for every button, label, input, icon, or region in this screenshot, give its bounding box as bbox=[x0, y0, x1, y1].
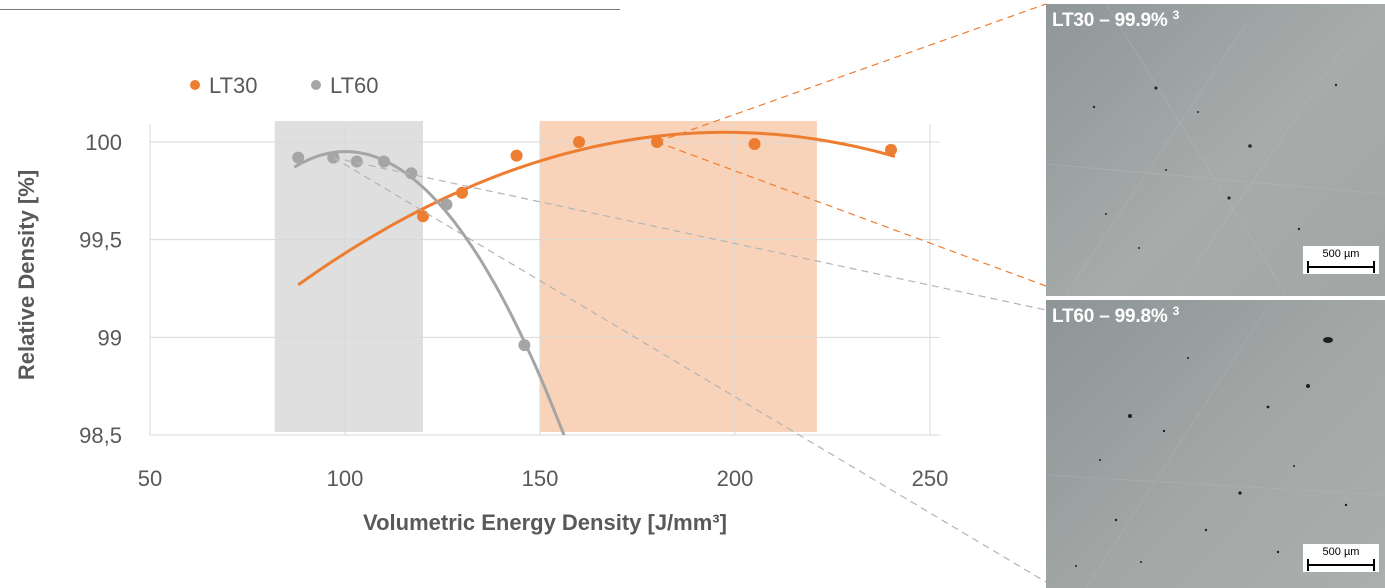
scale-bar-label: 500 µm bbox=[1322, 546, 1360, 558]
y-tick-label: 99,5 bbox=[79, 228, 122, 253]
panel-title-lt60: LT60 – 99.8% 3 bbox=[1052, 304, 1180, 327]
shaded-range-lt60 bbox=[274, 121, 423, 432]
micrograph-lt30: LT30 – 99.9% 3 500 µm bbox=[1046, 4, 1385, 296]
y-tick-label: 99 bbox=[98, 325, 122, 350]
micrograph-lt60: LT60 – 99.8% 3 500 µm bbox=[1046, 300, 1385, 588]
connector-line bbox=[332, 157, 1047, 583]
data-point-lt30 bbox=[510, 149, 523, 162]
x-tick-label: 150 bbox=[522, 466, 559, 491]
data-point-lt60 bbox=[378, 155, 390, 168]
data-point-lt30 bbox=[417, 210, 429, 223]
x-tick-label: 50 bbox=[138, 466, 162, 491]
y-tick-label: 98,5 bbox=[79, 423, 122, 448]
data-point-lt30 bbox=[573, 136, 585, 148]
trendline-lt60 bbox=[293, 150, 566, 435]
connector-line bbox=[333, 157, 1047, 311]
data-point-lt60 bbox=[518, 339, 531, 352]
x-tick-label: 200 bbox=[717, 466, 754, 491]
data-point-lt60 bbox=[405, 167, 418, 180]
trendline-lt30 bbox=[297, 130, 896, 287]
legend-label-lt30: LT30 bbox=[209, 73, 258, 98]
top-divider bbox=[0, 9, 620, 10]
data-point-lt30 bbox=[885, 143, 897, 156]
connector-line bbox=[656, 3, 1047, 143]
legend-marker-lt60 bbox=[311, 80, 321, 90]
x-axis-title: Volumetric Energy Density [J/mm³] bbox=[363, 510, 727, 535]
y-tick-label: 100 bbox=[85, 130, 122, 155]
data-point-lt30 bbox=[748, 137, 761, 150]
data-point-lt60 bbox=[292, 151, 305, 164]
scale-bar-lt60: 500 µm bbox=[1303, 544, 1379, 572]
panel-title-lt30: LT30 – 99.9% 3 bbox=[1052, 8, 1180, 31]
data-point-lt30 bbox=[456, 186, 468, 199]
data-point-lt60 bbox=[350, 155, 363, 168]
legend-label-lt60: LT60 bbox=[330, 73, 379, 98]
micrograph-lt30-texture bbox=[1046, 4, 1385, 295]
scale-bar-label: 500 µm bbox=[1322, 248, 1360, 260]
y-axis-title: Relative Density [%] bbox=[14, 170, 39, 380]
scale-bar-line bbox=[1308, 266, 1374, 268]
x-tick-label: 100 bbox=[327, 466, 364, 491]
data-point-lt60 bbox=[440, 198, 453, 211]
legend-marker-lt30 bbox=[190, 80, 200, 90]
connector-line bbox=[656, 141, 1047, 287]
scale-bar-line bbox=[1308, 564, 1374, 566]
scale-bar-lt30: 500 µm bbox=[1303, 246, 1379, 274]
micrograph-lt60-texture bbox=[1046, 309, 1385, 588]
x-tick-label: 250 bbox=[912, 466, 949, 491]
shaded-range-lt30 bbox=[540, 121, 817, 432]
